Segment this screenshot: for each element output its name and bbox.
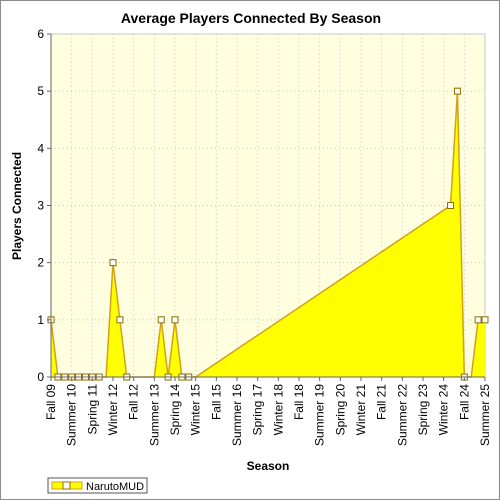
y-axis-label: Players Connected xyxy=(10,152,24,260)
x-tick-label: Summer 19 xyxy=(313,384,327,446)
x-tick-label: Fall 15 xyxy=(209,384,223,420)
x-tick-label: Spring 20 xyxy=(333,384,347,436)
series-area-layer xyxy=(51,91,485,378)
y-tick-label: 1 xyxy=(37,313,44,327)
x-tick-label: Spring 17 xyxy=(251,384,265,436)
x-tick-label: Summer 10 xyxy=(65,384,79,446)
data-point xyxy=(109,259,117,267)
x-tick-label: Summer 16 xyxy=(230,384,244,446)
x-tick-label: Spring 11 xyxy=(85,384,99,435)
x-tick-label: Fall 21 xyxy=(375,384,389,420)
y-tick-label: 2 xyxy=(37,256,44,270)
legend-marker xyxy=(62,481,71,490)
x-tick-label: Summer 22 xyxy=(395,384,409,446)
x-tick-label: Summer 25 xyxy=(478,384,492,446)
y-tick-label: 4 xyxy=(37,141,44,155)
x-tick-label: Spring 14 xyxy=(168,384,182,436)
legend: NarutoMUD xyxy=(47,477,148,494)
x-tick-label: Winter 18 xyxy=(271,384,285,436)
data-point xyxy=(447,202,455,209)
data-point xyxy=(157,316,165,324)
data-point xyxy=(116,316,124,324)
x-tick-label: Fall 09 xyxy=(44,384,58,420)
y-tick-label: 3 xyxy=(37,199,44,213)
data-point xyxy=(474,316,482,324)
x-tick-label: Spring 23 xyxy=(416,384,430,436)
legend-label: NarutoMUD xyxy=(86,481,144,493)
series-area xyxy=(51,91,485,378)
x-tick-label: Fall 24 xyxy=(457,384,471,420)
x-tick-label: Winter 15 xyxy=(189,384,203,436)
data-point xyxy=(453,87,461,95)
chart-title: Average Players Connected By Season xyxy=(121,10,381,26)
x-tick-label: Fall 12 xyxy=(127,384,141,420)
x-axis-label: Season xyxy=(247,459,290,473)
y-tick-label: 6 xyxy=(37,27,44,41)
x-tick-label: Summer 13 xyxy=(147,384,161,446)
x-tick-label: Winter 12 xyxy=(106,384,120,436)
x-tick-labels: Fall 09 Summer 10 Spring 11 Winter 12 Fall 1… xyxy=(44,377,492,446)
x-tick-label: Winter 24 xyxy=(437,384,451,436)
y-tick-label: 5 xyxy=(37,84,44,98)
x-tick-label: Winter 21 xyxy=(354,384,368,436)
y-tick-label: 0 xyxy=(37,370,44,384)
data-point xyxy=(481,316,489,324)
x-tick-label: Fall 18 xyxy=(292,384,306,420)
y-tick-labels: 0 1 2 3 4 5 6 xyxy=(37,27,51,384)
data-point xyxy=(171,316,179,324)
